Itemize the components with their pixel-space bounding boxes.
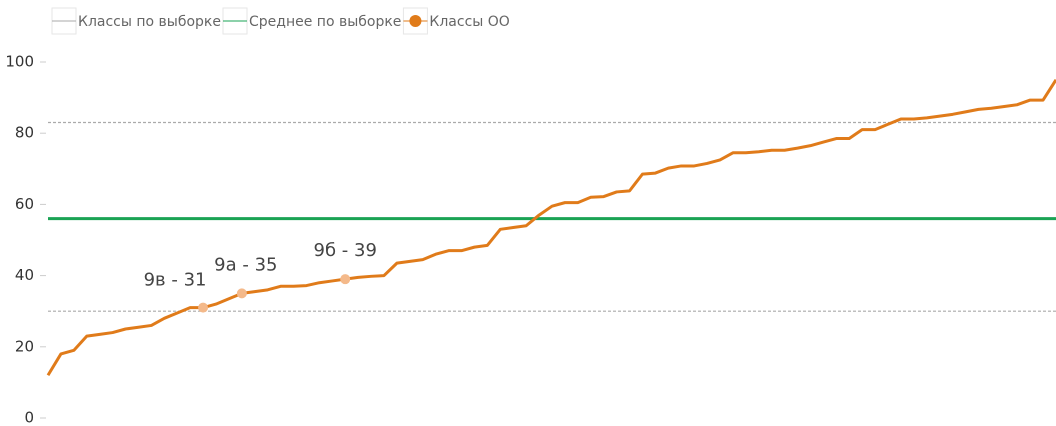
legend-marker [409,15,422,27]
y-tick-label: 0 [24,409,34,426]
y-tick-label: 60 [15,195,34,213]
y-tick-label: 80 [15,124,34,142]
legend-label: Классы ОО [429,14,509,30]
point-label: 9а - 35 [214,254,277,275]
point-label: 9б - 39 [314,240,377,261]
point [340,274,351,285]
y-tick-label: 20 [15,337,34,355]
point [236,288,247,299]
point-label: 9в - 31 [144,270,207,291]
y-tick-label: 100 [5,53,34,71]
line [46,78,1056,377]
point [198,302,209,313]
y-tick-label: 40 [15,266,34,284]
legend-label: Среднее по выборке [249,14,401,30]
legend-label: Классы по выборке [78,14,221,30]
